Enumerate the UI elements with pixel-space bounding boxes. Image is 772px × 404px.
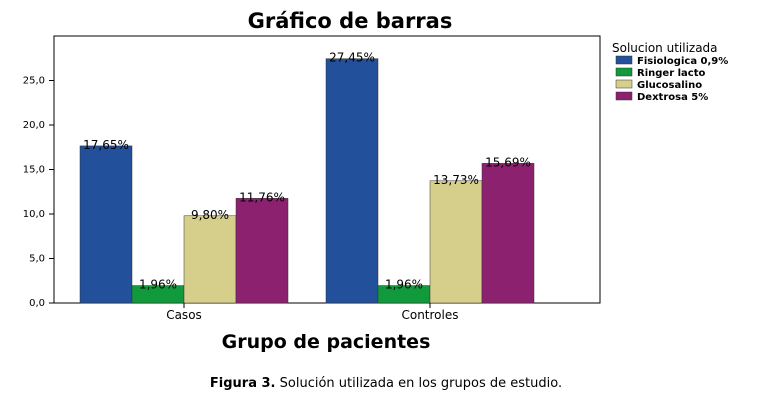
data-label: 1,96% [139,278,177,292]
legend-entry: Dextrosa 5% [637,92,708,103]
caption-text: Solución utilizada en los grupos de estu… [275,376,563,391]
category-label: Casos [166,308,202,322]
data-labels-group: 17,65% 1,96% 9,80% 11,76% 27,45% 1,96% 13,73% 1… [83,51,531,292]
legend-entry: Fisiologica 0,9% [637,56,728,67]
legend-title: Solucion utilizada [612,41,718,55]
x-axis: Casos Controles [166,303,459,322]
category-label: Controles [401,308,458,322]
y-axis: 0,0 5,0 10,0 15,0 20,0 25,0 [23,76,54,309]
y-tick-label: 10,0 [23,209,45,220]
legend: Solucion utilizada Fisiologica 0,9%Ringe… [612,41,728,103]
bar [79,145,133,304]
legend-swatch [615,91,633,101]
bar [429,180,483,304]
legend-entry: Ringer lacto [637,68,705,79]
x-axis-label: Grupo de pacientes [222,331,431,353]
chart-title: Gráfico de barras [248,9,453,33]
data-label: 1,96% [385,278,423,292]
legend-entry: Glucosalino [637,80,702,91]
data-label: 17,65% [83,138,129,152]
figure-caption: Figura 3. Solución utilizada en los grup… [0,376,772,391]
y-tick-label: 25,0 [23,76,45,87]
data-label: 27,45% [329,51,375,65]
y-tick-label: 0,0 [29,298,45,309]
bars-group [79,58,535,304]
data-label: 15,69% [485,155,531,169]
legend-swatch [615,55,633,65]
y-tick-label: 5,0 [29,254,45,265]
data-label: 13,73% [433,173,479,187]
y-tick-label: 20,0 [23,120,45,131]
data-label: 9,80% [191,208,229,222]
bar [183,215,237,304]
bar [481,163,535,304]
bar [235,198,289,304]
legend-swatch [615,79,633,89]
bar [325,58,379,304]
data-label: 11,76% [239,190,285,204]
y-tick-label: 15,0 [23,165,45,176]
legend-swatch [615,67,633,77]
caption-label: Figura 3. [209,376,276,391]
